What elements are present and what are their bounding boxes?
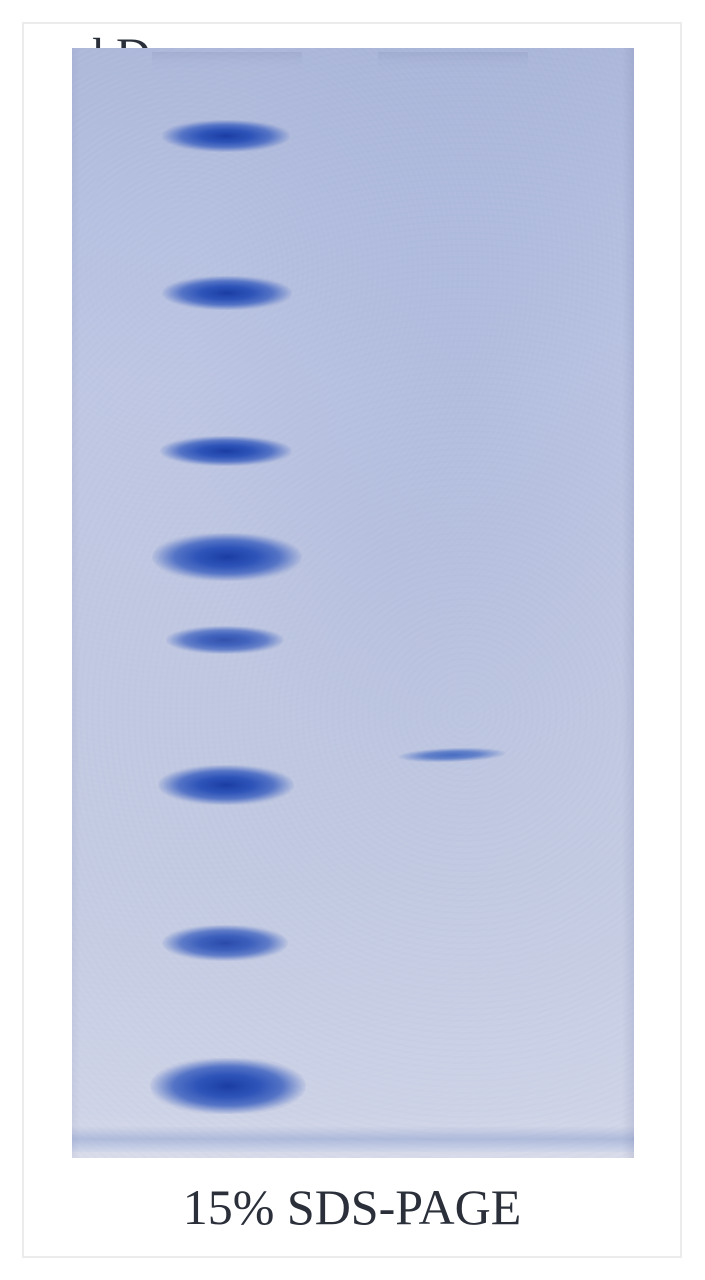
ladder-band-44 [162,276,292,310]
ladder-band-26 [152,533,302,581]
ladder-band-14 [162,925,288,961]
ladder-band-10 [150,1058,306,1114]
ladder-band-33 [160,436,292,466]
ladder-band-18 [158,765,294,805]
gel-edge-left [72,48,80,1158]
gel-edge-right [622,48,634,1158]
well-ladder [152,52,302,70]
figure-frame: kDa 70 44 33 26 22 18 14 10 15% SDS-PAGE [0,0,705,1280]
gel-noise-overlay [72,48,634,1158]
figure-caption: 15% SDS-PAGE [72,1178,632,1236]
gel-area [72,48,634,1158]
ladder-band-70 [162,120,290,152]
dye-front [72,1126,634,1152]
ladder-band-22 [166,626,284,654]
well-sample [378,52,528,70]
